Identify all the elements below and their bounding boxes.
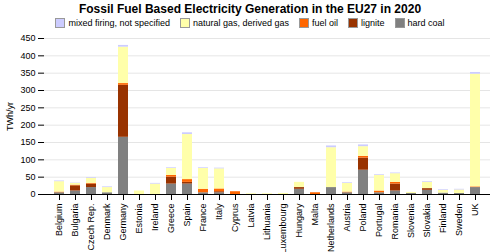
svg-text:Italy: Italy [214, 203, 224, 220]
svg-text:350: 350 [20, 68, 35, 78]
svg-text:Luxembourg: Luxembourg [278, 204, 288, 252]
svg-text:Sweden: Sweden [454, 204, 464, 237]
svg-text:Latvia: Latvia [246, 204, 256, 228]
svg-text:Slovenia: Slovenia [406, 204, 416, 239]
html-text:hard coal: hard coal [407, 18, 445, 28]
svg-text:TWh/yr: TWh/yr [5, 102, 15, 131]
svg-text:Cyprus: Cyprus [230, 203, 240, 232]
svg-text:300: 300 [20, 85, 35, 95]
svg-text:250: 250 [20, 103, 35, 113]
svg-text:50: 50 [25, 172, 35, 182]
svg-text:Czech Rep.: Czech Rep. [86, 204, 96, 251]
html-text:mixed firing, not specified: mixed firing, not specified [68, 18, 170, 28]
svg-text:Germany: Germany [118, 203, 128, 241]
svg-text:Poland: Poland [358, 204, 368, 232]
svg-text:France: France [198, 204, 208, 232]
svg-text:0: 0 [30, 189, 35, 199]
svg-text:Estonia: Estonia [134, 204, 144, 234]
svg-text:Finland: Finland [438, 204, 448, 234]
svg-text:Ireland: Ireland [150, 204, 160, 232]
svg-text:200: 200 [20, 120, 35, 130]
svg-text:Lithuania: Lithuania [262, 204, 272, 241]
svg-text:Hungary: Hungary [294, 203, 304, 238]
svg-text:Romania: Romania [390, 204, 400, 240]
svg-text:Austria: Austria [342, 204, 352, 232]
svg-text:Malta: Malta [310, 204, 320, 226]
svg-text:Slovakia: Slovakia [422, 204, 432, 238]
html-text:lignite: lignite [361, 18, 385, 28]
svg-text:Netherlands: Netherlands [326, 203, 336, 252]
svg-text:450: 450 [20, 33, 35, 43]
svg-text:UK: UK [470, 204, 480, 217]
html-text:Fossil Fuel Based Electricity: Fossil Fuel Based Electricity Generation… [78, 2, 422, 16]
svg-text:Portugal: Portugal [374, 204, 384, 238]
html-text:natural gas, derived gas: natural gas, derived gas [193, 18, 289, 28]
svg-text:Belgium: Belgium [54, 204, 64, 237]
svg-text:Bulgaria: Bulgaria [70, 204, 80, 237]
svg-text:Spain: Spain [182, 204, 192, 227]
svg-text:400: 400 [20, 51, 35, 61]
svg-text:150: 150 [20, 137, 35, 147]
html-text:fuel oil: fuel oil [312, 18, 338, 28]
svg-text:Greece: Greece [166, 204, 176, 234]
svg-text:100: 100 [20, 155, 35, 165]
svg-text:Denmark: Denmark [102, 203, 112, 240]
